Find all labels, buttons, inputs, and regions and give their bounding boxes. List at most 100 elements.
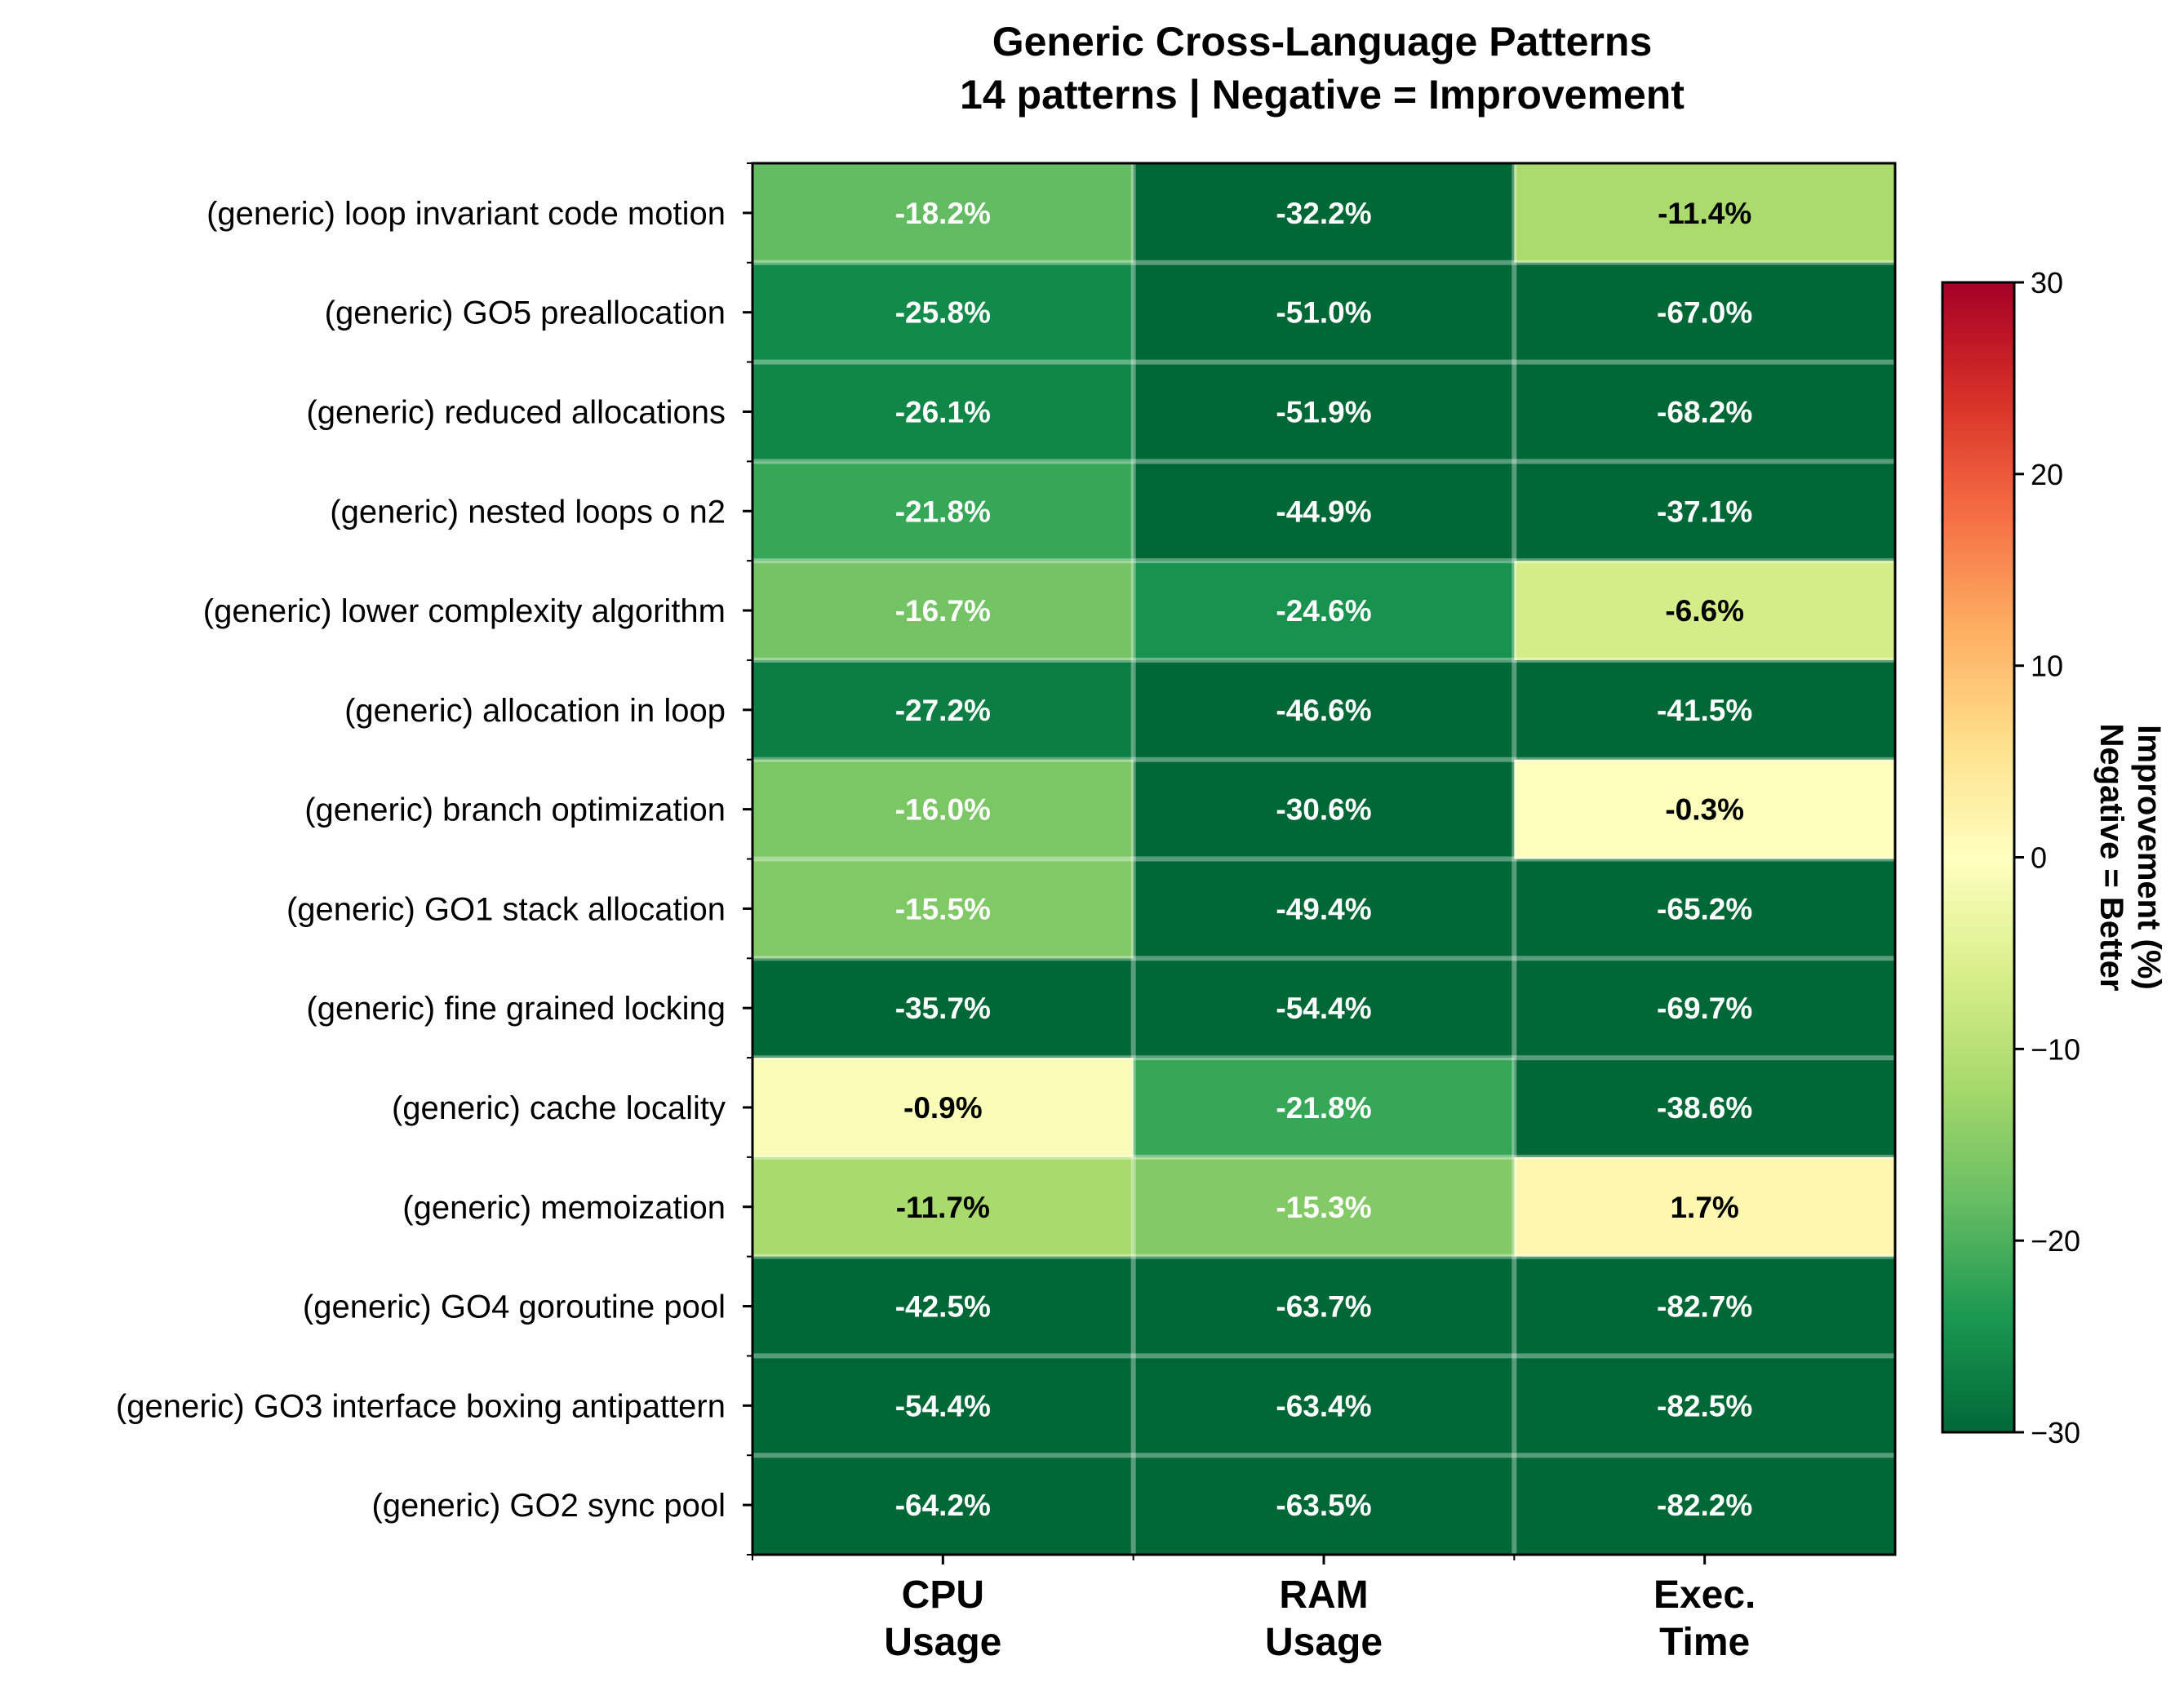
colorbar-tick-label: 10 bbox=[2031, 650, 2063, 683]
column-label-line2: Time bbox=[1659, 1621, 1750, 1664]
heatmap-cell bbox=[1514, 461, 1896, 561]
colorbar-tick-label: 20 bbox=[2031, 458, 2063, 491]
heatmap-cell bbox=[1514, 759, 1896, 859]
cell-value-label: -16.0% bbox=[895, 793, 991, 827]
cell-value-label: -63.5% bbox=[1276, 1489, 1371, 1522]
cell-value-label: -30.6% bbox=[1276, 793, 1371, 827]
cell-value-label: -49.4% bbox=[1276, 892, 1371, 925]
heatmap-cell bbox=[752, 759, 1134, 859]
heatmap-cell bbox=[1514, 362, 1896, 462]
colorbar-tick-label: −30 bbox=[2031, 1416, 2080, 1449]
heatmap-cell bbox=[752, 1058, 1134, 1158]
cell-value-label: -44.9% bbox=[1276, 495, 1371, 528]
colorbar-sublabel: Negative = Better bbox=[2093, 724, 2129, 992]
heatmap-cell bbox=[1514, 1256, 1896, 1356]
colorbar-ticks: 30 20 10 0 −10 −20 −30 bbox=[2014, 266, 2080, 1449]
cell-value-label: -32.2% bbox=[1276, 197, 1371, 230]
cell-value-label: -37.1% bbox=[1657, 495, 1752, 528]
heatmap-cell bbox=[1133, 1356, 1515, 1456]
chart-title: Generic Cross-Language Patterns bbox=[992, 19, 1653, 64]
cell-value-label: -15.5% bbox=[895, 892, 991, 925]
cell-value-label: -63.4% bbox=[1276, 1389, 1371, 1422]
cell-value-label: -42.5% bbox=[895, 1290, 991, 1324]
heatmap-cells bbox=[752, 163, 1896, 1556]
column-label: RAM bbox=[1279, 1573, 1368, 1617]
cell-value-label: -21.8% bbox=[895, 495, 991, 528]
cell-value-label: -35.7% bbox=[895, 992, 991, 1025]
row-label: (generic) loop invariant code motion bbox=[206, 196, 726, 232]
cell-value-label: -51.9% bbox=[1276, 395, 1371, 428]
plot-frame bbox=[751, 162, 1897, 1556]
cell-value-label: -41.5% bbox=[1657, 694, 1752, 727]
heatmap-cell bbox=[1133, 362, 1515, 462]
heatmap-cell bbox=[752, 859, 1134, 959]
heatmap-cell bbox=[752, 461, 1134, 561]
cell-value-label: -6.6% bbox=[1665, 594, 1744, 628]
heatmap-cell bbox=[752, 1156, 1134, 1258]
column-label: CPU bbox=[902, 1573, 984, 1617]
heatmap-cell bbox=[1514, 1058, 1896, 1158]
heatmap-cell bbox=[1514, 958, 1896, 1058]
cell-value-labels: -18.2% -32.2% -11.4% -25.8% -51.0% -67.0% -26.… bbox=[895, 197, 1753, 1522]
cell-value-label: -63.7% bbox=[1276, 1290, 1371, 1324]
row-label: (generic) nested loops o n2 bbox=[330, 494, 726, 530]
heatmap-cell bbox=[1514, 859, 1896, 959]
heatmap-cell bbox=[1514, 1356, 1896, 1456]
heatmap-cell bbox=[1514, 1156, 1896, 1258]
cell-value-label: -0.3% bbox=[1665, 793, 1744, 827]
heatmap-cell bbox=[1514, 163, 1896, 264]
cell-value-label: -82.5% bbox=[1657, 1389, 1752, 1422]
cell-value-label: -82.2% bbox=[1657, 1489, 1752, 1522]
row-label: (generic) memoization bbox=[402, 1190, 726, 1226]
column-label: Exec. bbox=[1654, 1573, 1756, 1617]
cell-value-label: -68.2% bbox=[1657, 395, 1752, 428]
heatmap-cell bbox=[1133, 163, 1515, 264]
row-label: (generic) GO4 goroutine pool bbox=[303, 1289, 726, 1325]
cell-gridlines bbox=[752, 163, 1895, 1555]
colorbar-tick-label: −10 bbox=[2031, 1032, 2080, 1066]
cell-value-label: -51.0% bbox=[1276, 296, 1371, 330]
cell-value-label: -0.9% bbox=[903, 1091, 983, 1125]
colorbar-tick-label: 0 bbox=[2031, 841, 2047, 875]
heatmap-cell bbox=[1514, 1455, 1896, 1556]
heatmap-cell bbox=[1133, 461, 1515, 561]
cell-value-label: 1.7% bbox=[1670, 1191, 1738, 1224]
heatmap-cell bbox=[752, 659, 1134, 761]
cell-value-label: -25.8% bbox=[895, 296, 991, 330]
row-label: (generic) lower complexity algorithm bbox=[203, 593, 726, 629]
heatmap-cell bbox=[1514, 262, 1896, 363]
cell-value-label: -54.4% bbox=[1276, 992, 1371, 1025]
heatmap-cell bbox=[752, 958, 1134, 1058]
heatmap-cell bbox=[1133, 1455, 1515, 1556]
heatmap-cell bbox=[1133, 1058, 1515, 1158]
chart-subtitle: 14 patterns | Negative = Improvement bbox=[960, 72, 1685, 118]
heatmap-cell bbox=[1133, 859, 1515, 959]
heatmap-cell bbox=[752, 362, 1134, 462]
cell-value-label: -21.8% bbox=[1276, 1091, 1371, 1125]
cell-value-label: -11.7% bbox=[896, 1191, 990, 1224]
cell-value-label: -26.1% bbox=[895, 395, 991, 428]
row-label: (generic) GO5 preallocation bbox=[325, 295, 726, 331]
heatmap-cell bbox=[752, 561, 1134, 661]
cell-value-label: -46.6% bbox=[1276, 694, 1371, 727]
column-label-line2: Usage bbox=[884, 1621, 1001, 1664]
heatmap-cell bbox=[1133, 262, 1515, 363]
cell-value-label: -38.6% bbox=[1657, 1091, 1752, 1125]
colorbar-label: Improvement (%) bbox=[2131, 725, 2167, 990]
cell-value-label: -15.3% bbox=[1276, 1191, 1371, 1224]
column-label-line2: Usage bbox=[1265, 1621, 1383, 1664]
heatmap-cell bbox=[1514, 561, 1896, 661]
heatmap-cell bbox=[1133, 759, 1515, 859]
cell-value-label: -65.2% bbox=[1657, 892, 1752, 925]
heatmap-cell bbox=[752, 163, 1134, 264]
heatmap-cell bbox=[752, 1455, 1134, 1556]
cell-value-label: -18.2% bbox=[895, 197, 991, 230]
heatmap-cell bbox=[1133, 1156, 1515, 1258]
heatmap-cell bbox=[752, 1356, 1134, 1456]
heatmap-cell bbox=[1514, 659, 1896, 761]
row-label: (generic) GO3 interface boxing antipatte… bbox=[116, 1388, 726, 1424]
cell-value-label: -67.0% bbox=[1657, 296, 1752, 330]
cell-value-label: -16.7% bbox=[895, 594, 991, 628]
